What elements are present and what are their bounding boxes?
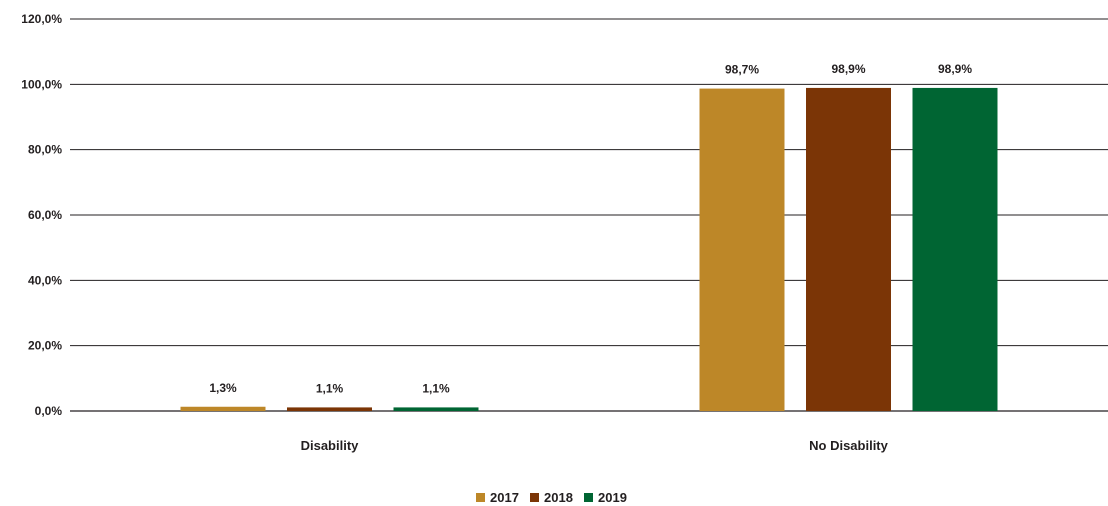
category-labels: Disability No Disability	[301, 438, 889, 453]
bar-2017-disability	[180, 406, 266, 411]
y-tick-label: 80,0%	[28, 143, 62, 157]
category-label: No Disability	[809, 438, 889, 453]
legend-label-2019: 2019	[598, 490, 627, 505]
legend-label-2018: 2018	[544, 490, 573, 505]
y-tick-label: 100,0%	[21, 77, 62, 91]
data-label: 1,1%	[316, 381, 344, 395]
legend: 2017 2018 2019	[476, 490, 627, 505]
data-label: 1,1%	[422, 381, 450, 395]
y-tick-label: 40,0%	[28, 273, 62, 287]
legend-swatch-2018	[530, 493, 539, 502]
y-tick-label: 120,0%	[21, 12, 62, 26]
legend-swatch-2017	[476, 493, 485, 502]
data-label: 98,9%	[831, 62, 865, 76]
bar-2017-no-disability	[699, 88, 785, 411]
y-tick-label: 0,0%	[35, 404, 63, 418]
bar-2018-disability	[287, 407, 372, 411]
bar-2019-disability	[393, 407, 479, 411]
bar-2018-no-disability	[806, 87, 891, 411]
data-label: 1,3%	[209, 381, 237, 395]
legend-swatch-2019	[584, 493, 593, 502]
legend-label-2017: 2017	[490, 490, 519, 505]
y-axis-ticks: 0,0% 20,0% 40,0% 60,0% 80,0% 100,0% 120,0%	[21, 12, 62, 418]
category-label: Disability	[301, 438, 360, 453]
y-tick-label: 60,0%	[28, 208, 62, 222]
data-label: 98,7%	[725, 63, 759, 77]
y-tick-label: 20,0%	[28, 339, 62, 353]
bar-2019-no-disability	[912, 87, 998, 411]
data-labels: 1,3% 1,1% 1,1% 98,7% 98,9% 98,9%	[209, 62, 972, 395]
data-label: 98,9%	[938, 62, 972, 76]
bars	[180, 87, 998, 411]
